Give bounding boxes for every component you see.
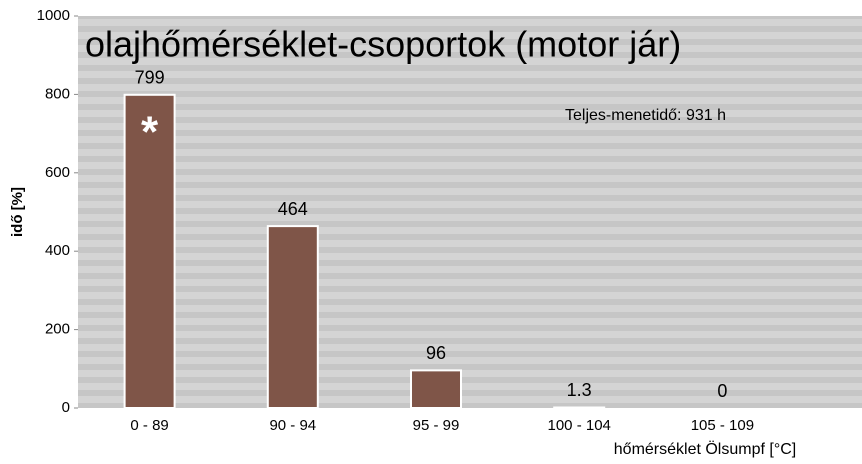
- x-tick-label: 105 - 109: [691, 417, 754, 434]
- x-tick-label: 90 - 94: [269, 417, 316, 434]
- bar: [553, 406, 606, 409]
- value-label: 1.3: [567, 380, 592, 400]
- x-tick-label: 95 - 99: [413, 417, 460, 434]
- bar: [123, 93, 176, 410]
- y-tick-label: 600: [45, 164, 70, 181]
- y-tick-label: 200: [45, 321, 70, 338]
- chart-title: olajhőmérséklet-csoportok (motor jár): [85, 24, 681, 65]
- value-label: 96: [426, 343, 446, 363]
- value-label: 464: [278, 199, 308, 219]
- value-label: 0: [717, 381, 727, 401]
- y-axis-label: idő [%]: [9, 187, 26, 237]
- bar-marker: *: [141, 107, 159, 156]
- x-axis-label: hőmérséklet Ölsumpf [°C]: [614, 440, 796, 458]
- y-tick-label: 800: [45, 85, 70, 102]
- bar: [266, 225, 319, 409]
- value-label: 799: [135, 68, 165, 88]
- x-tick-label: 100 - 104: [548, 417, 611, 434]
- annotation: Teljes-menetidő: 931 h: [565, 107, 726, 124]
- y-tick-label: 0: [62, 399, 70, 416]
- plot-background: [78, 16, 862, 408]
- x-tick-label: 0 - 89: [130, 417, 168, 434]
- y-tick-label: 1000: [37, 7, 70, 24]
- y-tick-label: 400: [45, 242, 70, 259]
- bar: [410, 369, 462, 410]
